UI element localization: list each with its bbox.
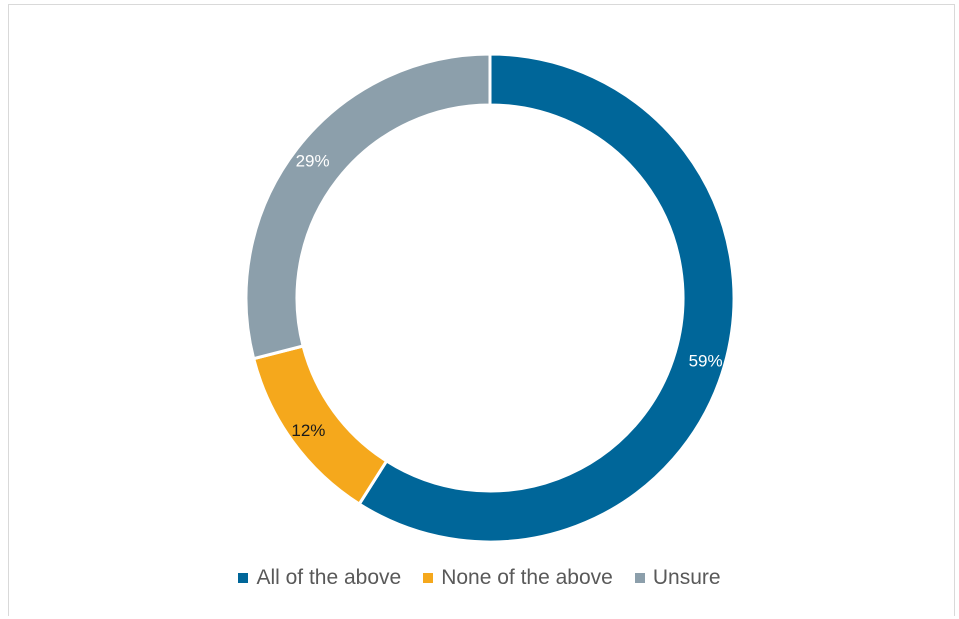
- legend-swatch: [634, 573, 645, 583]
- legend-swatch: [238, 573, 249, 583]
- legend-label: All of the above: [256, 566, 402, 589]
- legend-swatch: [423, 573, 434, 583]
- legend-item-unsure: Unsure: [634, 566, 721, 590]
- donut-slice-all-of-the-above: [357, 52, 736, 544]
- legend-label: None of the above: [441, 566, 613, 589]
- data-label-none-of-the-above: 12%: [291, 421, 325, 440]
- data-label-unsure: 29%: [296, 151, 330, 170]
- legend: All of the above None of the above Unsur…: [0, 566, 959, 590]
- legend-item-none-of-the-above: None of the above: [423, 566, 613, 590]
- data-label-all-of-the-above: 59%: [689, 352, 723, 371]
- donut-slice-unsure: [244, 52, 492, 361]
- legend-label: Unsure: [652, 566, 721, 589]
- legend-item-all-of-the-above: All of the above: [238, 566, 401, 590]
